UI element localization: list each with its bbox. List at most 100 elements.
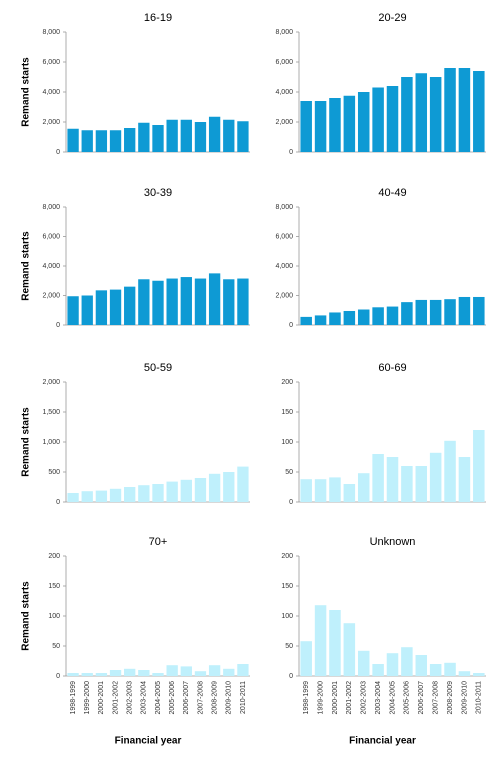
bar — [329, 98, 341, 152]
bar — [67, 128, 79, 152]
x-tick-label: 2005-2006 — [404, 681, 411, 715]
bar — [138, 670, 150, 676]
panel-title: Unknown — [370, 536, 416, 548]
bar — [343, 95, 356, 152]
bar — [237, 466, 249, 502]
y-axis-label: Remand starts — [21, 57, 32, 127]
x-tick-label: 2001-2002 — [112, 681, 119, 715]
bar — [194, 278, 207, 325]
bar — [401, 647, 413, 676]
y-tick-label: 100 — [281, 439, 293, 446]
bar — [429, 299, 442, 325]
bar — [223, 472, 235, 502]
bar — [314, 315, 327, 325]
bar — [429, 664, 442, 676]
y-tick-label: 100 — [48, 613, 60, 620]
panel-title: 60-69 — [378, 362, 406, 374]
y-tick-label: 150 — [281, 583, 293, 590]
bar — [372, 307, 384, 325]
bar — [81, 295, 93, 325]
bar — [152, 280, 164, 325]
bar — [152, 484, 164, 502]
bar — [357, 309, 370, 325]
y-tick-label: 2,000 — [42, 292, 60, 299]
y-tick-label: 8,000 — [275, 204, 293, 211]
x-tick-label: 2008-2009 — [447, 681, 454, 715]
bar — [372, 664, 384, 676]
x-tick-label: 2002-2003 — [361, 681, 368, 715]
x-tick-label: 2007-2008 — [432, 681, 439, 715]
bar — [237, 121, 249, 152]
y-tick-label: 50 — [285, 469, 293, 476]
bar — [194, 122, 207, 152]
bar — [329, 610, 341, 676]
bar — [138, 279, 150, 325]
x-tick-label: 2008-2009 — [211, 681, 218, 715]
y-tick-label: 1,000 — [42, 439, 60, 446]
bar — [372, 87, 384, 152]
bar — [67, 673, 79, 676]
x-tick-label: 1998-1999 — [303, 681, 310, 715]
y-tick-label: 0 — [56, 322, 60, 329]
bar — [109, 130, 122, 152]
bar — [194, 478, 207, 502]
bar — [95, 673, 108, 676]
y-tick-label: 6,000 — [42, 59, 60, 66]
bar — [237, 664, 249, 676]
bar — [138, 485, 150, 502]
bar — [109, 670, 122, 676]
panel-title: 30-39 — [144, 187, 172, 199]
y-tick-label: 8,000 — [42, 204, 60, 211]
bar — [329, 477, 341, 502]
x-tick-label: 2010-2011 — [240, 681, 247, 714]
x-tick-label: 2005-2006 — [169, 681, 176, 715]
bar — [444, 440, 456, 502]
bar — [343, 623, 356, 676]
y-tick-label: 2,000 — [275, 119, 293, 126]
x-tick-label: 1999-2000 — [84, 681, 91, 715]
x-tick-label: 2002-2003 — [127, 681, 134, 715]
bar — [81, 673, 93, 676]
bar — [473, 673, 485, 676]
y-tick-label: 4,000 — [42, 263, 60, 270]
y-tick-label: 2,000 — [42, 119, 60, 126]
bar — [415, 655, 428, 676]
y-tick-label: 200 — [281, 553, 293, 560]
y-tick-label: 6,000 — [42, 233, 60, 240]
x-tick-label: 2006-2007 — [418, 681, 425, 715]
bar — [300, 101, 312, 152]
x-tick-label: 2003-2004 — [141, 681, 148, 715]
y-tick-label: 150 — [281, 409, 293, 416]
y-axis-label: Remand starts — [21, 407, 32, 477]
bar — [166, 481, 178, 502]
y-tick-label: 8,000 — [42, 29, 60, 36]
y-tick-label: 0 — [289, 499, 293, 506]
bar — [95, 290, 108, 325]
bar — [180, 666, 192, 676]
bar — [357, 650, 370, 676]
bar — [357, 473, 370, 502]
bar — [180, 119, 192, 152]
bar — [95, 130, 108, 152]
bar — [444, 68, 456, 152]
bar — [208, 473, 221, 502]
bar — [444, 299, 456, 325]
x-axis-label: Financial year — [349, 736, 416, 747]
bar — [458, 671, 471, 676]
y-tick-label: 50 — [52, 643, 60, 650]
bar — [180, 479, 192, 502]
y-tick-label: 2,000 — [42, 379, 60, 386]
y-tick-label: 50 — [285, 643, 293, 650]
bar — [386, 306, 399, 325]
y-tick-label: 6,000 — [275, 59, 293, 66]
bar — [314, 605, 327, 676]
x-tick-label: 2004-2005 — [389, 681, 396, 715]
bar — [329, 312, 341, 325]
bar — [194, 671, 207, 676]
y-tick-label: 0 — [56, 499, 60, 506]
bar — [386, 653, 399, 676]
y-tick-label: 6,000 — [275, 233, 293, 240]
bar — [415, 466, 428, 502]
bar — [458, 457, 471, 502]
